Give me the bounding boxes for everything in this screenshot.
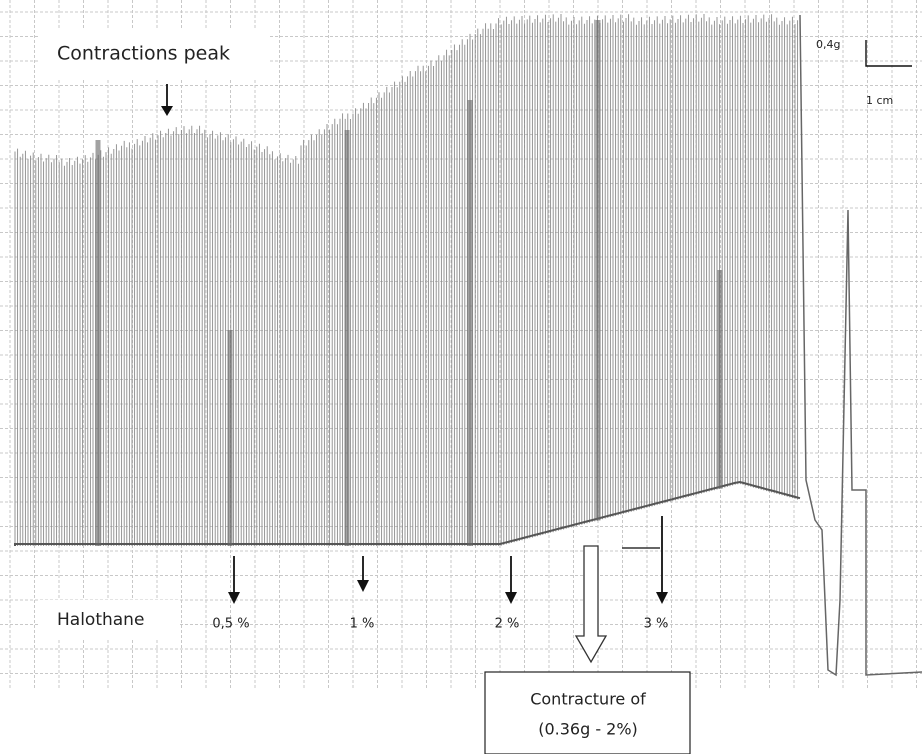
scale-length: 1 cm [866,94,893,107]
contracture-label: (0.36g - 2%) [538,720,638,739]
scale-force: 0,4g [816,38,840,51]
dose-label: 0,5 % [212,617,249,632]
background [0,0,922,754]
contracture-box [485,672,690,754]
contracture-label: Contracture of [530,690,646,709]
recording: Contractions peak 0,4g 1 cm Halothane 0,… [0,0,922,754]
dose-label: 3 % [644,617,669,632]
dose-label: 2 % [495,617,520,632]
drug-label: Halothane [57,610,144,630]
dose-label: 1 % [350,617,375,632]
peak-label: Contractions peak [57,43,230,65]
